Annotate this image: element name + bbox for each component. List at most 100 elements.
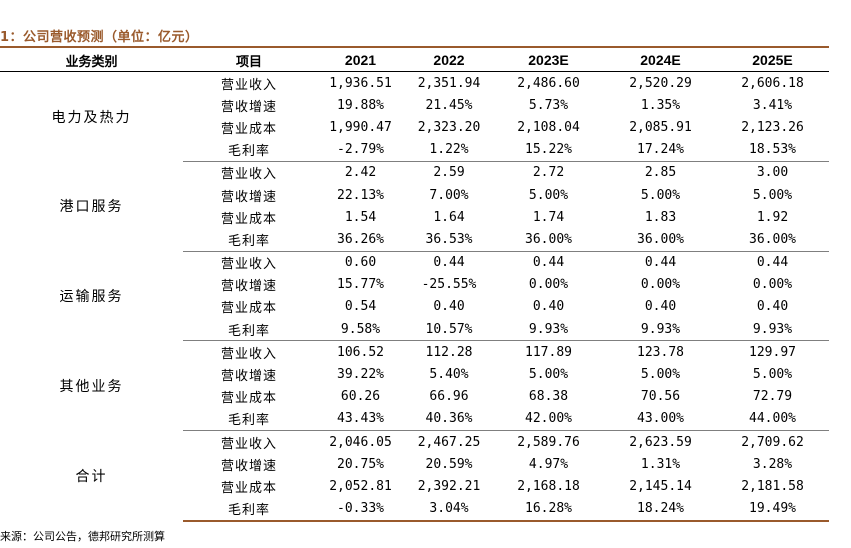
value-cell: -25.55% (421, 277, 477, 293)
value-cell: 3.41% (752, 97, 793, 113)
business-category: 其他业务 (59, 378, 124, 395)
value-cell: 5.00% (752, 187, 793, 203)
column-header: 2021 (315, 49, 406, 72)
value-cell: 2,181.58 (741, 478, 804, 494)
value-cell: 2,520.29 (629, 75, 692, 91)
value-cell: 0.44 (756, 255, 789, 271)
value-cell: 9.58% (315, 318, 406, 342)
row-item-label: 营业收入 (220, 167, 277, 183)
value-cell: 2,085.91 (629, 119, 692, 135)
value-cell: 0.00% (640, 277, 681, 293)
table-row: 其他业务 营业收入 106.52 112.28 117.89 123.78 129.97 (0, 341, 829, 395)
value-cell: 0.00% (752, 277, 793, 293)
value-cell: 70.56 (640, 389, 681, 405)
value-cell: 2.42 (344, 165, 377, 181)
value-cell: 1.35% (640, 97, 681, 113)
column-header: 2025E (716, 49, 829, 72)
value-cell: 1.54 (344, 209, 377, 225)
value-cell: 2,392.21 (417, 478, 481, 494)
row-item-label: 毛利率 (183, 138, 315, 162)
value-cell: 60.26 (340, 389, 381, 405)
value-cell: 36.26% (315, 228, 406, 252)
header-row: 业务类别 项目 2021 2022 2023E 2024E 2025E (0, 49, 829, 72)
value-cell: 2,323.20 (417, 119, 481, 135)
row-item-label: 营业收入 (220, 436, 277, 452)
row-item-label: 营收增速 (220, 369, 277, 385)
row-item-label: 营收增速 (220, 458, 277, 474)
value-cell: 2,046.05 (329, 434, 392, 450)
value-cell: 2.85 (644, 165, 677, 181)
column-header: 项目 (183, 49, 315, 72)
value-cell: 20.59% (425, 456, 473, 472)
value-cell: 2,709.62 (741, 434, 804, 450)
value-cell: 21.45% (425, 97, 473, 113)
value-cell: 5.00% (752, 367, 793, 383)
value-cell: 22.13% (337, 187, 384, 203)
top-rule (0, 46, 829, 48)
value-cell: 1.31% (640, 456, 681, 472)
column-header: 2023E (492, 49, 605, 72)
value-cell: 2,589.76 (517, 434, 580, 450)
value-cell: 0.40 (644, 299, 677, 315)
value-cell: 2,623.59 (629, 434, 692, 450)
table-body: 电力及热力 营业收入 1,936.51 2,351.94 2,486.60 2,520.2… (0, 72, 829, 522)
value-cell: 7.00% (429, 187, 469, 203)
value-cell: 3.28% (752, 456, 793, 472)
value-cell: 5.00% (528, 187, 569, 203)
table-row: 运输服务 营业收入 0.60 0.44 0.44 0.44 0.44 (0, 251, 829, 305)
value-cell: 15.77% (337, 277, 384, 293)
business-category: 合计 (75, 468, 108, 485)
table-row: 合计 营业收入 2,046.05 2,467.25 2,589.76 2,623.59 2,… (0, 431, 829, 485)
value-cell: 0.44 (644, 255, 677, 271)
table-row: 营业成本 60.26 66.96 68.38 70.56 72.79 (0, 386, 829, 408)
value-cell: 1,990.47 (329, 119, 392, 135)
value-cell: 18.53% (716, 138, 829, 162)
column-header: 2022 (406, 49, 492, 72)
value-cell: 2,145.14 (629, 478, 692, 494)
value-cell: 17.24% (605, 138, 716, 162)
value-cell: 39.22% (337, 367, 384, 383)
value-cell: 44.00% (716, 407, 829, 431)
value-cell: 9.93% (492, 318, 605, 342)
value-cell: 18.24% (605, 497, 716, 522)
value-cell: -0.33% (315, 497, 406, 522)
value-cell: 9.93% (605, 318, 716, 342)
value-cell: 1.22% (406, 138, 492, 162)
value-cell: 36.00% (492, 228, 605, 252)
row-item-label: 毛利率 (183, 318, 315, 342)
row-item-label: 毛利率 (183, 228, 315, 252)
value-cell: 2.59 (433, 165, 465, 181)
value-cell: 117.89 (525, 344, 572, 360)
value-cell: 129.97 (749, 344, 796, 360)
value-cell: 66.96 (429, 389, 469, 405)
table-row: 营业成本 1.54 1.64 1.74 1.83 1.92 (0, 206, 829, 228)
table-row: 电力及热力 营业收入 1,936.51 2,351.94 2,486.60 2,520.2… (0, 72, 829, 126)
business-category: 电力及热力 (51, 109, 132, 126)
value-cell: 43.00% (605, 407, 716, 431)
value-cell: 5.00% (640, 367, 681, 383)
value-cell: 0.40 (532, 299, 565, 315)
value-cell: 36.53% (406, 228, 492, 252)
table-title: 1：公司营收预测（单位：亿元） (0, 30, 199, 45)
value-cell: 5.40% (429, 367, 469, 383)
row-item-label: 毛利率 (183, 407, 315, 431)
table-row: 营收增速 19.88% 21.45% 5.73% 1.35% 3.41% (0, 94, 829, 116)
row-item-label: 毛利率 (183, 497, 315, 522)
row-item-label: 营业成本 (220, 480, 277, 496)
value-cell: 1.74 (532, 209, 565, 225)
table-row: 毛利率 36.26% 36.53% 36.00% 36.00% 36.00% (0, 228, 829, 252)
value-cell: 0.54 (344, 299, 377, 315)
value-cell: 0.60 (344, 255, 377, 271)
value-cell: 36.00% (716, 228, 829, 252)
row-item-label: 营业收入 (220, 346, 277, 362)
source-note: 来源：公司公告，德邦研究所测算 (0, 530, 165, 543)
value-cell: 5.00% (528, 367, 569, 383)
value-cell: 42.00% (492, 407, 605, 431)
row-item-label: 营业收入 (220, 77, 277, 93)
business-category: 运输服务 (59, 288, 124, 305)
row-item-label: 营收增速 (220, 279, 277, 295)
value-cell: 20.75% (337, 456, 384, 472)
row-item-label: 营收增速 (220, 99, 277, 115)
row-item-label: 营业成本 (220, 121, 277, 137)
value-cell: 0.44 (433, 255, 465, 271)
